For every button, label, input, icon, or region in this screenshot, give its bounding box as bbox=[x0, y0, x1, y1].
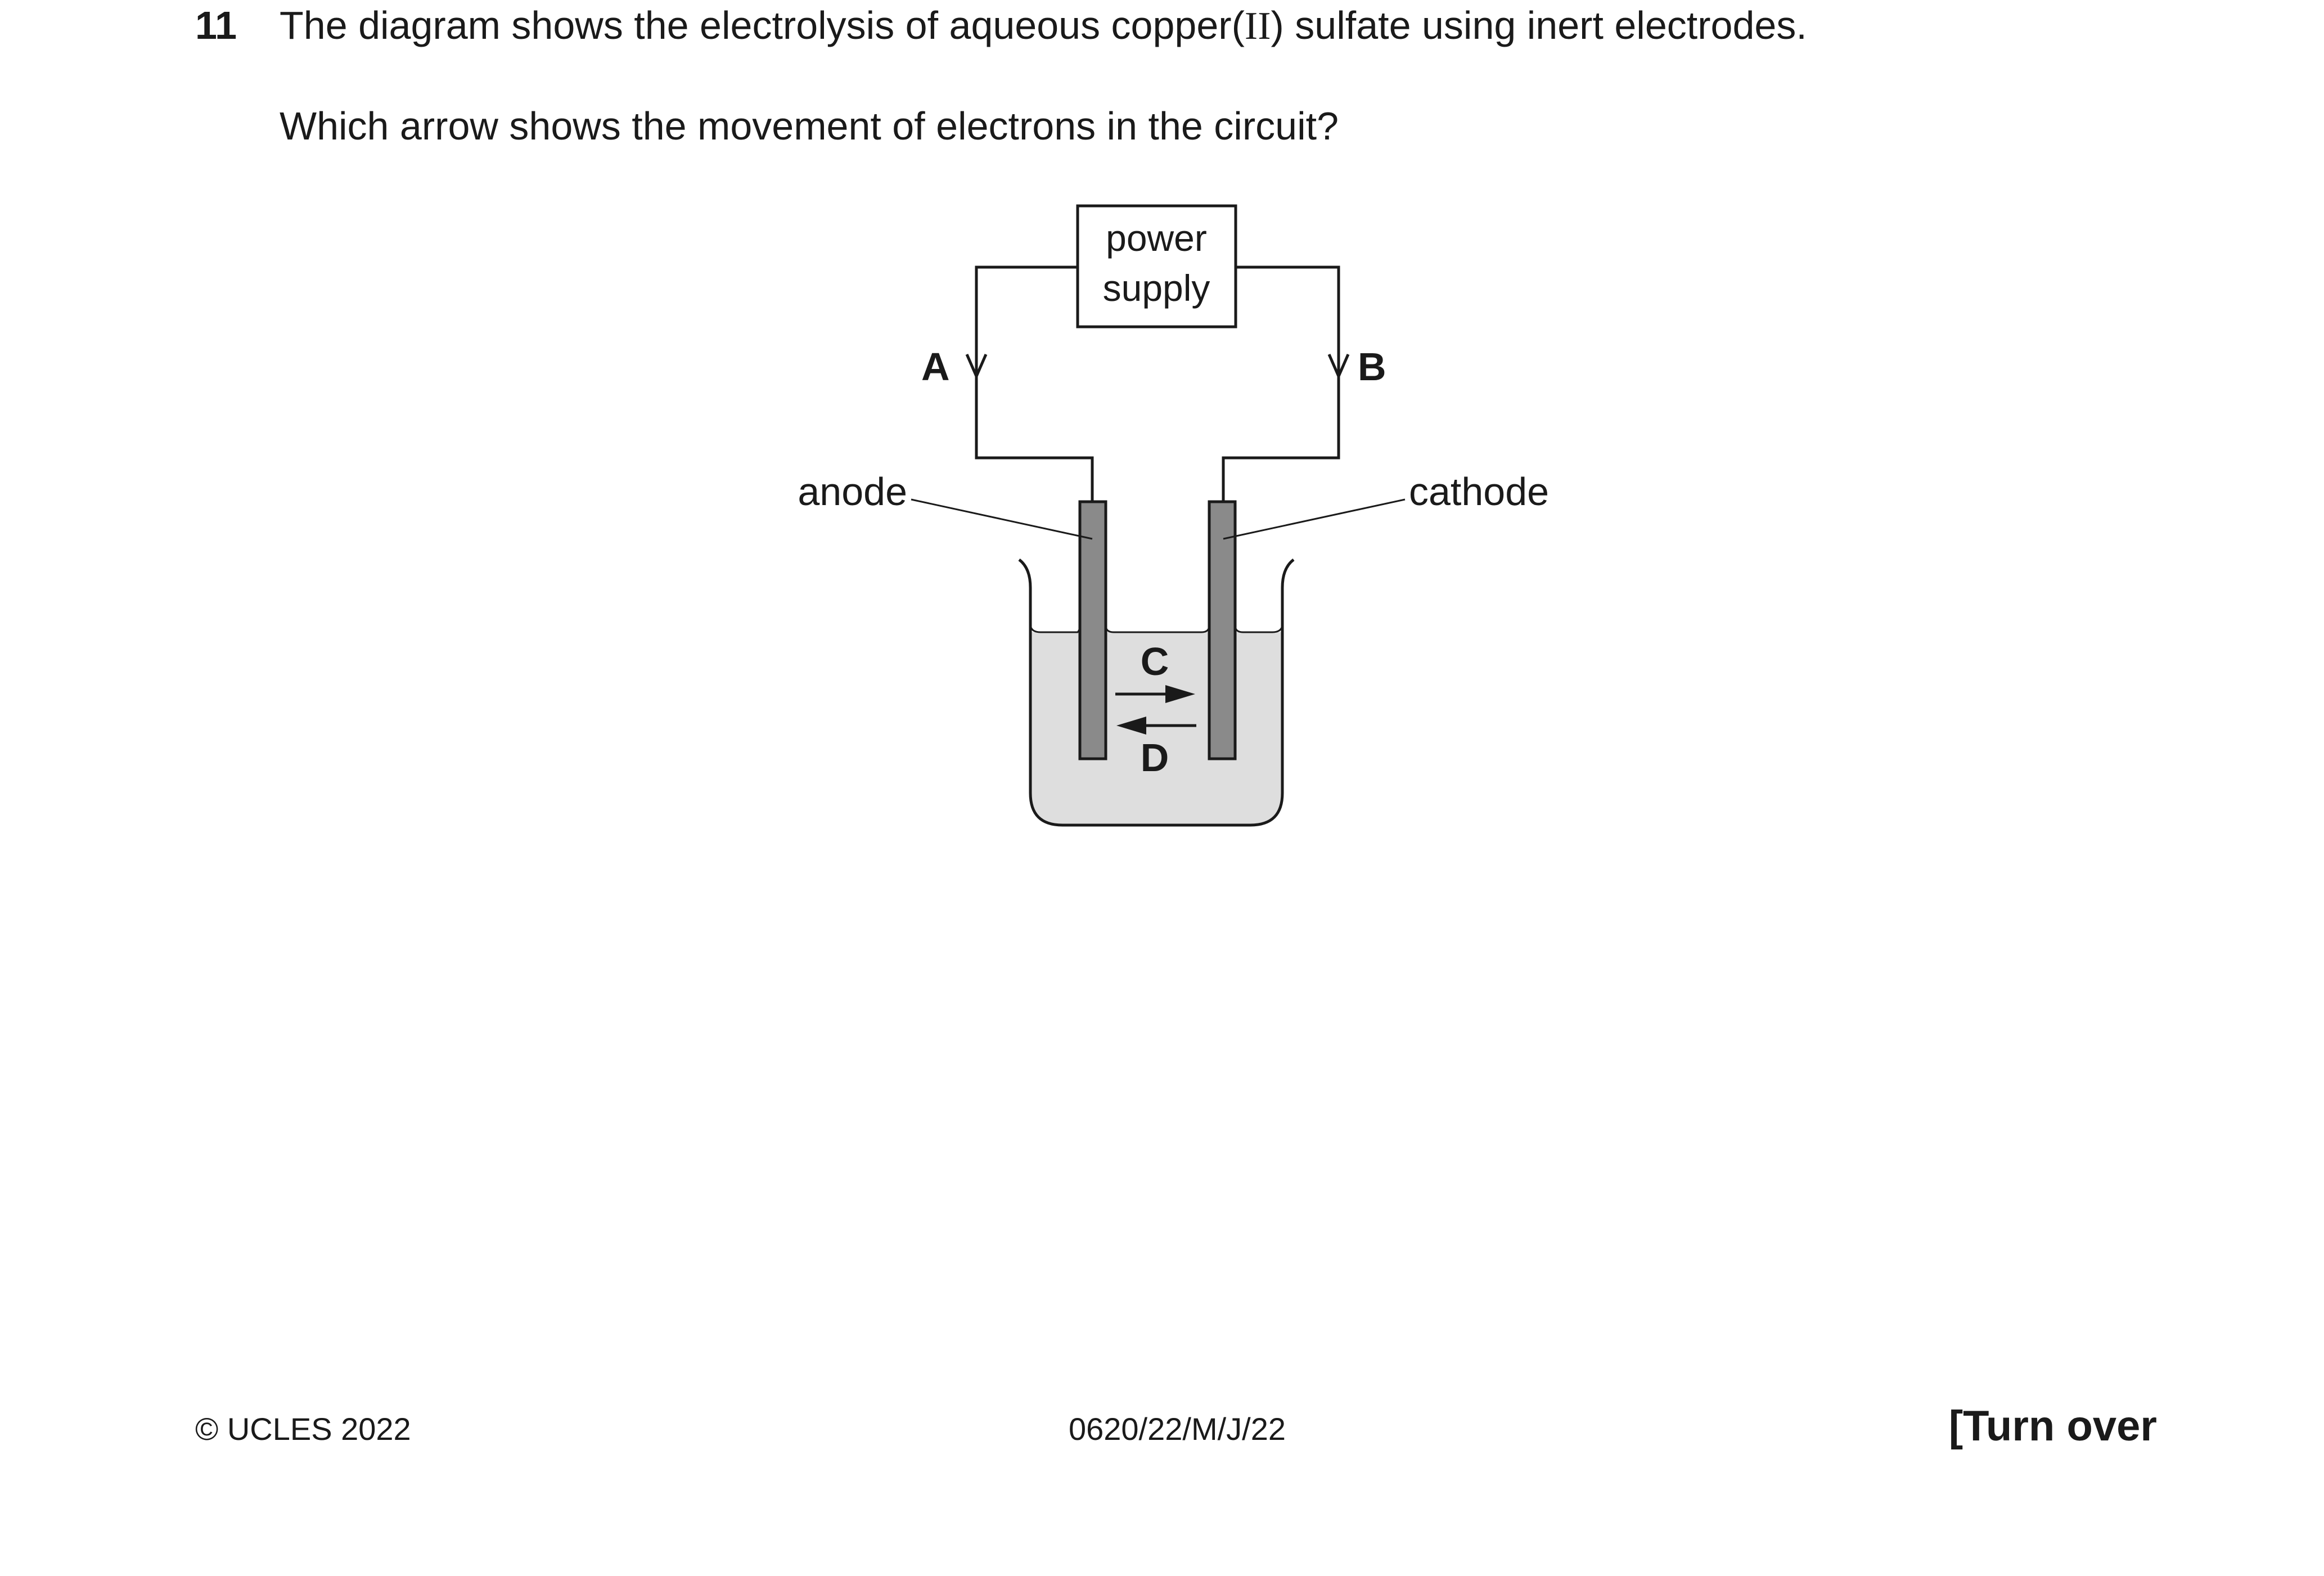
question-prompt: Which arrow shows the movement of electr… bbox=[280, 104, 1339, 148]
electrolysis-diagram: power supply A B anode cathode C D bbox=[798, 204, 1549, 827]
footer-copyright: © UCLES 2022 bbox=[195, 1411, 411, 1447]
stem-prefix: The diagram shows the electrolysis of aq… bbox=[280, 3, 1245, 47]
stem-suffix: ) sulfate using inert electrodes. bbox=[1271, 3, 1807, 47]
liquid-surface bbox=[1029, 625, 1283, 633]
cathode-electrode bbox=[1208, 500, 1237, 760]
wire-right bbox=[1222, 265, 1340, 502]
arrow-b-icon bbox=[1327, 354, 1350, 380]
footer-turn-over: [Turn over bbox=[1949, 1402, 2157, 1450]
wire-left bbox=[975, 265, 1094, 502]
arrow-a-icon bbox=[965, 354, 988, 380]
arrow-label-d: D bbox=[1141, 736, 1169, 780]
question-stem: The diagram shows the electrolysis of aq… bbox=[280, 3, 1807, 48]
beaker bbox=[1018, 559, 1295, 827]
power-supply-label-line1: power bbox=[1106, 217, 1207, 259]
question-number: 11 bbox=[195, 3, 237, 47]
cathode-leader-line bbox=[1223, 498, 1406, 540]
arrow-c-icon bbox=[1165, 685, 1195, 703]
arrow-label-b: B bbox=[1358, 345, 1386, 389]
anode-leader-line bbox=[911, 498, 1093, 540]
stem-roman-numeral: II bbox=[1245, 4, 1271, 48]
power-supply-box bbox=[1076, 204, 1237, 328]
label-anode: anode bbox=[798, 470, 907, 514]
anode-electrode bbox=[1078, 500, 1107, 760]
label-cathode: cathode bbox=[1409, 470, 1549, 514]
arrow-label-c: C bbox=[1141, 640, 1169, 683]
footer-paper-code: 0620/22/M/J/22 bbox=[1069, 1411, 1286, 1447]
power-supply-label-line2: supply bbox=[1103, 267, 1210, 309]
arrow-label-a: A bbox=[921, 345, 950, 389]
arrow-d-icon bbox=[1116, 717, 1146, 735]
